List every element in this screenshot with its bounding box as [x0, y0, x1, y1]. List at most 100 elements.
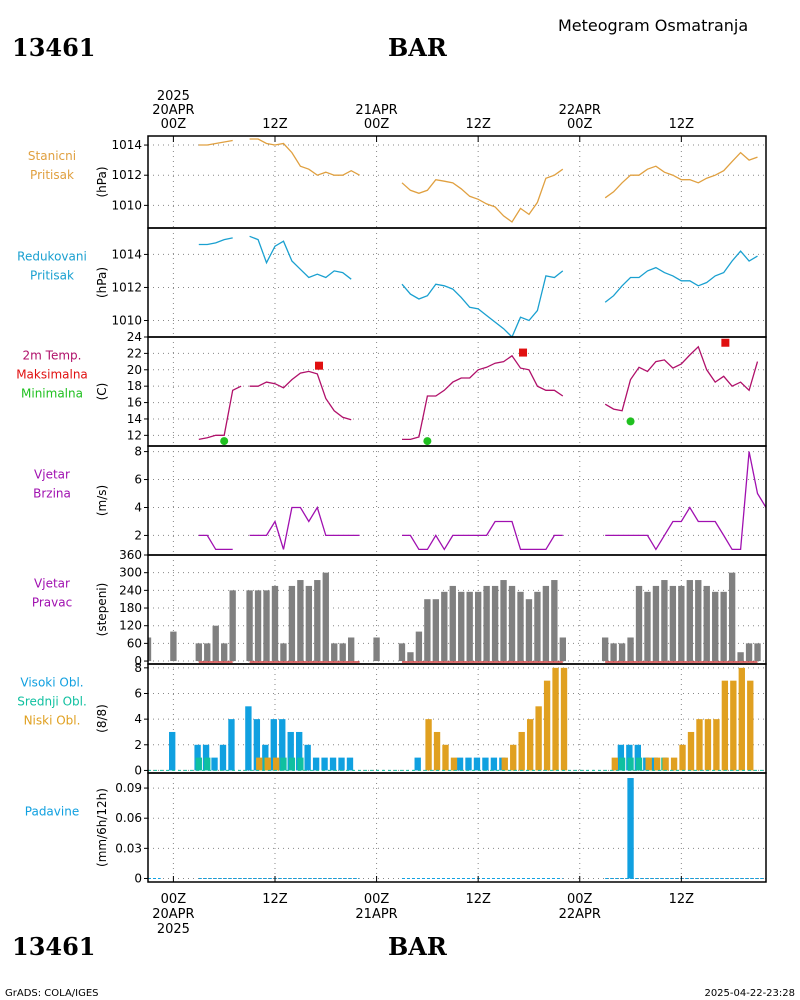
direction-bar — [669, 585, 677, 662]
time-label: 21APR — [355, 907, 397, 922]
direction-bar — [517, 591, 524, 662]
cloud-bar — [535, 706, 542, 771]
cloud-bar — [721, 680, 729, 771]
direction-bar — [508, 585, 516, 662]
direction-bar — [398, 643, 406, 662]
y-tick-label: 8 — [134, 445, 142, 459]
time-label: 12Z — [465, 117, 491, 132]
time-label: 21APR — [355, 103, 397, 118]
y-tick-label: 1012 — [111, 168, 142, 182]
cloud-bar — [473, 757, 481, 771]
cloud-bar — [634, 744, 641, 771]
series-line — [604, 345, 759, 412]
cloud-bar — [730, 680, 737, 771]
footer-credit: GrADS: COLA/IGES — [5, 988, 99, 999]
panel-clouds: 0 2 4 6 8 (8/8) Visoki Obl. Srednji Obl. Niski O… — [17, 661, 767, 777]
y-axis-label: (hPa) — [95, 166, 109, 197]
cloud-bar — [687, 731, 695, 771]
min-temp-marker — [423, 437, 432, 446]
y-tick-label: 4 — [134, 500, 142, 514]
cloud-bar — [288, 757, 296, 771]
direction-bar — [525, 599, 533, 662]
direction-bar — [635, 585, 643, 662]
precip-bar — [627, 778, 634, 879]
series-line — [402, 520, 563, 551]
panel-precipitation: 0 0.03 0.06 0.09 (mm/6h/12h) Padavine — [25, 772, 767, 885]
y-tick-label: 0 — [134, 871, 142, 885]
series-line — [198, 237, 233, 246]
time-label: 12Z — [465, 892, 491, 907]
cloud-bar — [262, 744, 269, 771]
cloud-bar — [679, 744, 686, 771]
y-tick-label: 0 — [134, 654, 142, 668]
cloud-bar — [510, 744, 517, 771]
direction-bar — [297, 580, 304, 662]
station-name-bottom: BAR — [388, 932, 448, 961]
direction-bar — [254, 590, 262, 662]
cloud-bar — [329, 757, 337, 771]
direction-bar — [415, 631, 423, 662]
direction-bar — [263, 590, 270, 662]
y-tick-label: 120 — [119, 619, 142, 633]
cloud-bar — [202, 744, 210, 771]
y-tick-label: 14 — [127, 412, 142, 426]
footer-timestamp: 2025-04-22-23:28 — [704, 988, 795, 999]
y-axis-label: (stepeni) — [95, 583, 109, 637]
y-axis-label: (m/s) — [95, 485, 109, 516]
min-temp-marker — [220, 437, 229, 446]
direction-bar — [432, 599, 440, 662]
chart-title: Meteogram Osmatranja — [558, 16, 748, 35]
y-tick-label: 6 — [134, 473, 142, 487]
direction-bar — [314, 580, 321, 662]
cloud-bar — [645, 757, 652, 771]
y-tick-label: 4 — [134, 712, 142, 726]
y-tick-label: 0.03 — [115, 841, 142, 855]
cloud-bar — [560, 667, 568, 771]
y-tick-label: 24 — [127, 330, 142, 344]
cloud-bar — [704, 719, 712, 771]
cloud-bar — [304, 744, 311, 771]
direction-bar — [601, 637, 609, 662]
cloud-bar — [518, 731, 525, 771]
direction-bar — [288, 585, 296, 662]
panel-frame — [147, 135, 767, 229]
series-line — [249, 138, 360, 176]
direction-bar — [212, 625, 219, 662]
cloud-bar — [280, 757, 287, 771]
direction-bar — [271, 585, 279, 662]
cloud-bar — [738, 667, 745, 771]
y-tick-label: 1014 — [111, 247, 142, 261]
direction-bar — [559, 637, 566, 662]
cloud-bar — [747, 680, 754, 771]
y-axis-label: (8/8) — [95, 704, 109, 733]
panel-label: Minimalna — [21, 387, 83, 401]
direction-bar — [305, 585, 313, 662]
y-tick-label: 0.09 — [115, 781, 142, 795]
direction-bar — [652, 585, 660, 662]
direction-bar — [221, 643, 228, 662]
series-line — [604, 151, 758, 199]
time-label: 12Z — [262, 892, 288, 907]
time-label: 00Z — [567, 892, 593, 907]
time-label: 00Z — [364, 117, 390, 132]
min-temp-marker — [626, 417, 635, 426]
panel-station_pressure: 1010 1012 1014(hPa) Stanicni Pritisak — [28, 135, 767, 229]
time-label: 20APR — [152, 907, 194, 922]
cloud-bar — [713, 719, 720, 771]
cloud-bar — [450, 757, 458, 771]
direction-bar — [644, 591, 651, 662]
plot-area — [148, 778, 766, 879]
cloud-bar — [273, 757, 280, 771]
direction-bar — [754, 643, 761, 662]
cloud-bar — [617, 744, 625, 771]
y-tick-label: 6 — [134, 686, 142, 700]
cloud-bar — [228, 719, 235, 771]
y-tick-label: 0 — [134, 763, 142, 777]
cloud-bar — [297, 757, 304, 771]
panel-wind_speed: 2 4 6 8 (m/s) Vjetar Brzina — [33, 445, 767, 556]
panels: 101010121014(hPa)StanicniPritisak1010101… — [16, 89, 767, 937]
time-label: 00Z — [364, 892, 390, 907]
panel-label: Pritisak — [30, 269, 74, 283]
cloud-bar — [296, 731, 303, 771]
